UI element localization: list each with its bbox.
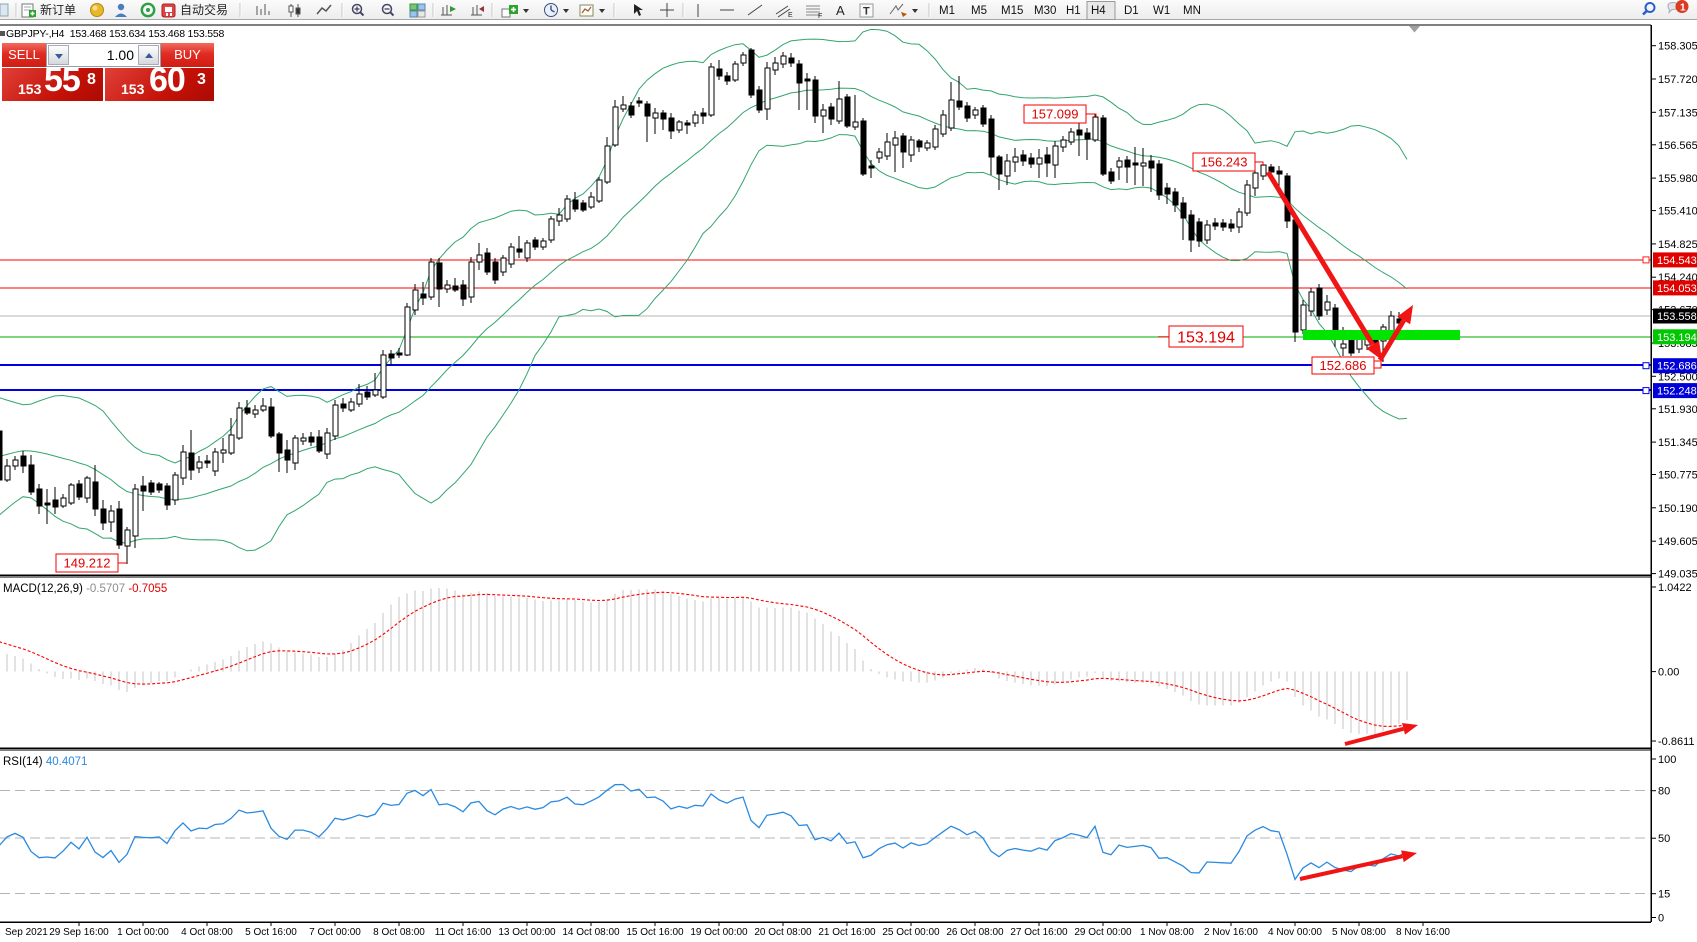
svg-text:150.190: 150.190 — [1658, 503, 1697, 515]
svg-text:157.720: 157.720 — [1658, 74, 1697, 86]
svg-text:13 Oct 00:00: 13 Oct 00:00 — [498, 927, 556, 938]
svg-text:80: 80 — [1658, 786, 1670, 798]
svg-text:H4: H4 — [1091, 5, 1106, 17]
svg-text:154.543: 154.543 — [1657, 255, 1697, 267]
svg-text:151.345: 151.345 — [1658, 437, 1697, 449]
svg-text:155.980: 155.980 — [1658, 173, 1697, 185]
svg-text:29 Oct 00:00: 29 Oct 00:00 — [1074, 927, 1132, 938]
svg-text:RSI(14) 40.4071: RSI(14) 40.4071 — [3, 756, 87, 768]
svg-text:5 Oct 16:00: 5 Oct 16:00 — [245, 927, 297, 938]
svg-text:4 Oct 08:00: 4 Oct 08:00 — [181, 927, 233, 938]
svg-text:153.194: 153.194 — [1177, 329, 1235, 346]
svg-text:15: 15 — [1658, 889, 1670, 901]
svg-text:E: E — [788, 12, 793, 19]
svg-text:4 Nov 00:00: 4 Nov 00:00 — [1268, 927, 1322, 938]
svg-text:1.0422: 1.0422 — [1658, 582, 1692, 594]
svg-text:8 Oct 08:00: 8 Oct 08:00 — [373, 927, 425, 938]
svg-text:149.035: 149.035 — [1658, 569, 1697, 581]
svg-text:156.565: 156.565 — [1658, 140, 1697, 152]
svg-text:19 Oct 00:00: 19 Oct 00:00 — [690, 927, 748, 938]
svg-text:M15: M15 — [1001, 5, 1023, 17]
svg-text:154.825: 154.825 — [1658, 239, 1697, 251]
svg-text:M30: M30 — [1034, 5, 1056, 17]
svg-text:D1: D1 — [1124, 5, 1139, 17]
svg-text:H1: H1 — [1066, 5, 1081, 17]
svg-text:149.212: 149.212 — [64, 556, 111, 571]
svg-text:1 Nov 08:00: 1 Nov 08:00 — [1140, 927, 1194, 938]
svg-text:7 Oct 00:00: 7 Oct 00:00 — [309, 927, 361, 938]
svg-text:0.00: 0.00 — [1658, 667, 1679, 679]
svg-text:155.410: 155.410 — [1658, 206, 1697, 218]
svg-text:11 Oct 16:00: 11 Oct 16:00 — [435, 927, 492, 938]
svg-text:152.248: 152.248 — [1657, 386, 1697, 398]
svg-text:20 Oct 08:00: 20 Oct 08:00 — [754, 927, 812, 938]
svg-text:157.099: 157.099 — [1032, 107, 1079, 122]
svg-text:1 Oct 00:00: 1 Oct 00:00 — [117, 927, 169, 938]
svg-text:M5: M5 — [971, 5, 987, 17]
svg-text:100: 100 — [1658, 754, 1676, 766]
svg-text:1: 1 — [1680, 3, 1686, 14]
svg-text:15 Oct 16:00: 15 Oct 16:00 — [626, 927, 684, 938]
svg-text:50: 50 — [1658, 833, 1670, 845]
svg-text:27 Oct 16:00: 27 Oct 16:00 — [1010, 927, 1068, 938]
svg-text:Sep 2021: Sep 2021 — [5, 927, 48, 938]
svg-text:152.500: 152.500 — [1658, 371, 1697, 383]
svg-text:T: T — [863, 6, 870, 18]
svg-text:156.243: 156.243 — [1201, 155, 1248, 170]
svg-text:5 Nov 08:00: 5 Nov 08:00 — [1332, 927, 1386, 938]
svg-text:29 Sep 16:00: 29 Sep 16:00 — [49, 927, 109, 938]
svg-text:158.305: 158.305 — [1658, 41, 1697, 53]
svg-text:26 Oct 08:00: 26 Oct 08:00 — [946, 927, 1004, 938]
svg-text:14 Oct 08:00: 14 Oct 08:00 — [562, 927, 620, 938]
svg-text:25 Oct 00:00: 25 Oct 00:00 — [882, 927, 940, 938]
svg-text:0: 0 — [1658, 913, 1664, 925]
svg-text:157.135: 157.135 — [1658, 107, 1697, 119]
svg-text:新订单: 新订单 — [40, 2, 76, 17]
svg-text:149.605: 149.605 — [1658, 536, 1697, 548]
svg-text:MACD(12,26,9) -0.5707 -0.7055: MACD(12,26,9) -0.5707 -0.7055 — [3, 583, 167, 595]
svg-text:A: A — [836, 3, 845, 18]
svg-text:153.194: 153.194 — [1657, 332, 1697, 344]
svg-text:W1: W1 — [1153, 5, 1170, 17]
svg-text:152.686: 152.686 — [1320, 358, 1367, 373]
svg-text:-0.8611: -0.8611 — [1658, 736, 1695, 748]
svg-text:151.930: 151.930 — [1658, 404, 1697, 416]
svg-text:F: F — [818, 13, 822, 20]
svg-text:150.775: 150.775 — [1658, 470, 1697, 482]
svg-text:自动交易: 自动交易 — [180, 2, 228, 17]
svg-text:21 Oct 16:00: 21 Oct 16:00 — [818, 927, 876, 938]
svg-text:2 Nov 16:00: 2 Nov 16:00 — [1204, 927, 1258, 938]
svg-text:152.686: 152.686 — [1657, 361, 1697, 373]
svg-text:153.558: 153.558 — [1657, 311, 1697, 323]
svg-text:MN: MN — [1183, 5, 1201, 17]
svg-text:8 Nov 16:00: 8 Nov 16:00 — [1396, 927, 1450, 938]
svg-text:154.053: 154.053 — [1657, 283, 1697, 295]
svg-text:M1: M1 — [939, 5, 955, 17]
